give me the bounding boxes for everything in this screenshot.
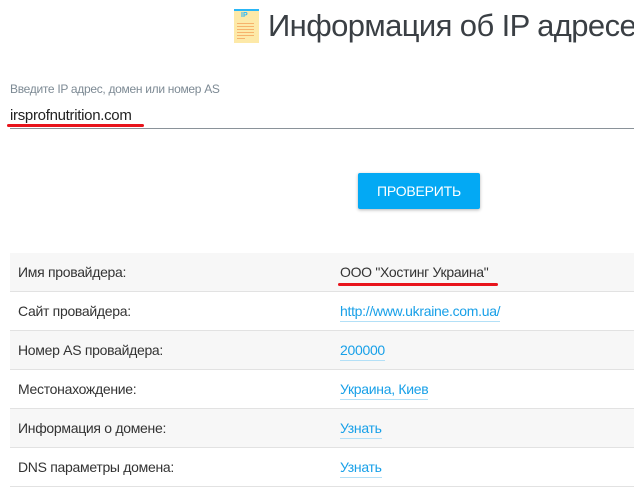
table-row: Имя провайдера: ООО "Хостинг Украина" (10, 253, 634, 292)
domain-info-link[interactable]: Узнать (340, 420, 382, 439)
search-label: Введите IP адрес, домен или номер AS (10, 82, 220, 96)
highlight-underline (7, 124, 144, 127)
ip-icon-text: IP (241, 12, 248, 19)
table-row: Информация о домене: Узнать (10, 409, 634, 448)
page-header: IP Информация об IP адресе (234, 8, 634, 44)
row-key: Имя провайдера: (18, 264, 127, 280)
provider-site-link[interactable]: http://www.ukraine.com.ua/ (340, 303, 501, 322)
row-key: Местонахождение: (18, 381, 137, 397)
info-table: Имя провайдера: ООО "Хостинг Украина" Са… (10, 253, 634, 487)
provider-name: ООО "Хостинг Украина" (340, 264, 489, 280)
table-row: Местонахождение: Украина, Киев (10, 370, 634, 409)
row-key: Сайт провайдера: (18, 303, 131, 319)
row-key: DNS параметры домена: (18, 459, 174, 475)
dns-info-link[interactable]: Узнать (340, 459, 382, 478)
page-title: Информация об IP адресе (268, 8, 634, 43)
row-key: Информация о домене: (18, 420, 167, 436)
highlight-underline (338, 283, 498, 286)
location-link[interactable]: Украина, Киев (340, 381, 429, 400)
check-button[interactable]: ПРОВЕРИТЬ (358, 173, 480, 209)
table-row: Сайт провайдера: http://www.ukraine.com.… (10, 292, 634, 331)
table-row: DNS параметры домена: Узнать (10, 448, 634, 487)
as-number-link[interactable]: 200000 (340, 342, 385, 361)
table-row: Номер AS провайдера: 200000 (10, 331, 634, 370)
ip-document-icon: IP (234, 9, 259, 43)
row-key: Номер AS провайдера: (18, 342, 164, 358)
